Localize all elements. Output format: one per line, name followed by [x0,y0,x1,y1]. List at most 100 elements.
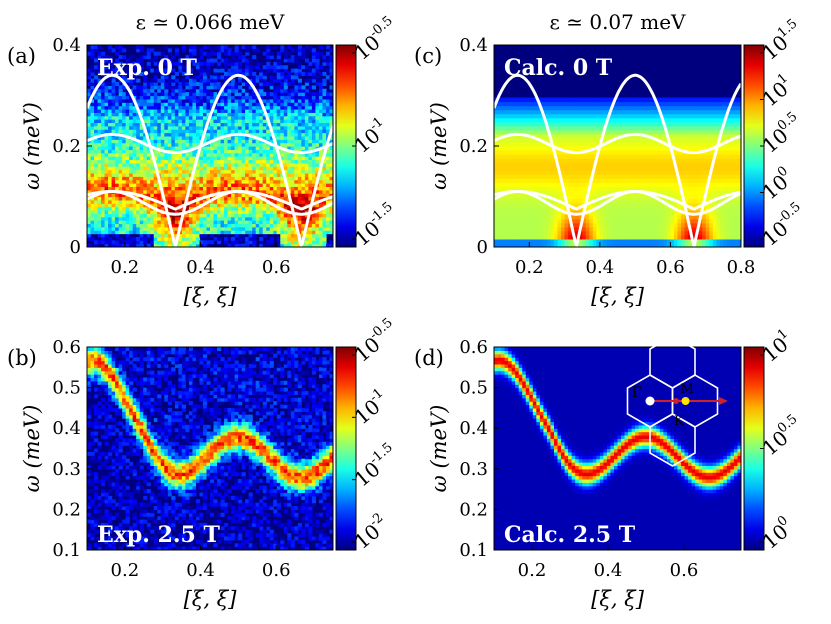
heatmap-cell [171,226,176,231]
heatmap-cell [308,179,313,184]
heatmap-cell [248,233,253,238]
heatmap-cell [234,139,239,144]
heatmap-cell [255,230,260,235]
heatmap-cell [160,363,165,368]
heatmap-cell [115,226,120,231]
heatmap-cell [136,159,141,164]
heatmap-cell [122,209,127,214]
heatmap-cell [266,203,271,208]
heatmap-cell [115,45,120,49]
heatmap-cell [301,166,306,171]
heatmap-cell [153,61,158,66]
heatmap-cell [238,176,243,181]
heatmap-cell [174,401,179,406]
heatmap-cell [146,149,151,154]
heatmap-cell [280,88,285,93]
heatmap-cell [178,478,183,483]
heatmap-cell [125,465,130,470]
heatmap-cell [248,186,253,191]
heatmap-cell [129,390,134,395]
heatmap-cell [325,115,331,120]
heatmap-cell [262,152,267,157]
heatmap-cell [178,125,183,130]
heatmap-cell [297,48,302,53]
heatmap-cell [167,489,172,494]
heatmap-cell [125,485,130,490]
heatmap-cell [181,363,186,368]
heatmap-cell [174,455,179,460]
heatmap-cell [171,478,176,483]
heatmap-cell [181,220,186,225]
heatmap-cell [206,142,211,147]
heatmap-cell [329,102,333,107]
heatmap-cell [199,92,204,97]
heatmap-cell [318,179,324,184]
heatmap-cell [167,468,172,473]
heatmap-cell [325,162,331,167]
heatmap-cell [308,240,313,245]
heatmap-cell [192,149,197,154]
heatmap-cell [171,172,176,177]
heatmap-cell [213,78,218,83]
heatmap-cell [87,424,92,429]
heatmap-cell [153,465,158,470]
heatmap-cell [164,102,169,107]
heatmap-cell [139,519,144,524]
heatmap-cell [108,384,113,389]
heatmap-cell [238,88,243,93]
heatmap-cell [181,502,186,507]
heatmap-cell [101,424,106,429]
heatmap-cell [153,213,158,218]
heatmap-cell [143,51,148,56]
heatmap-cell [167,78,172,83]
heatmap-cell [248,71,253,76]
heatmap-cell [248,98,253,103]
heatmap-cell [164,418,169,423]
heatmap-cell [122,108,127,113]
heatmap-cell [213,122,218,127]
heatmap-cell [315,132,320,137]
heatmap-cell [125,166,130,171]
heatmap-cell [213,213,218,218]
heatmap-cell [90,139,95,144]
heatmap-cell [315,216,320,221]
heatmap-cell [97,61,102,66]
heatmap-cell [220,122,225,127]
heatmap-cell [318,152,324,157]
heatmap-cell [181,387,186,392]
heatmap-cell [252,112,257,117]
heatmap-cell [192,108,197,113]
heatmap-cell [115,115,120,120]
heatmap-cell [192,122,197,127]
heatmap-cell [157,445,162,450]
heatmap-cell [273,193,278,198]
heatmap-cell [160,350,165,355]
heatmap-cell [115,536,120,541]
heatmap-cell [245,108,250,113]
heatmap-cell [164,119,169,124]
heatmap-cell [115,71,120,76]
heatmap-cell [150,468,155,473]
heatmap-cell [164,472,169,477]
heatmap-cell [122,193,127,198]
heatmap-cell [129,367,134,372]
heatmap-cell [132,230,137,235]
heatmap-cell [108,360,113,365]
heatmap-cell [153,462,158,467]
heatmap-cell [101,529,106,534]
heatmap-cell [150,455,155,460]
heatmap-cell [241,139,246,144]
heatmap-cell [125,353,130,358]
heatmap-cell [90,451,95,456]
heatmap-cell [150,85,155,90]
heatmap-cell [146,98,151,103]
heatmap-cell [202,162,208,167]
heatmap-cell [164,176,169,181]
heatmap-cell [248,206,253,211]
heatmap-cell [188,85,194,90]
heatmap-cell [224,169,229,174]
heatmap-cell [255,125,260,130]
heatmap-cell [202,233,208,238]
heatmap-cell [297,172,302,177]
heatmap-cell [185,489,190,494]
